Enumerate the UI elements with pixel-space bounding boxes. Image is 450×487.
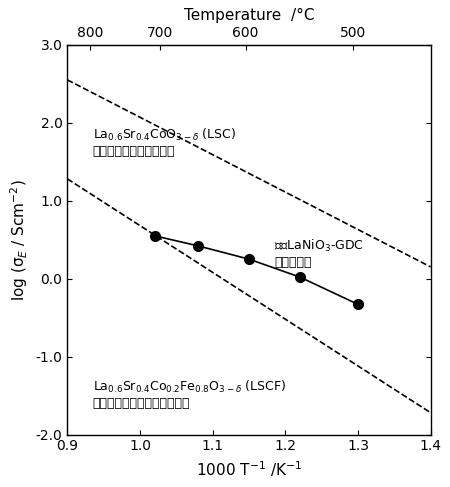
Text: La$_{0.6}$Sr$_{0.4}$CoO$_{3-\delta}$ (LSC)
（代表性高性能空气极）: La$_{0.6}$Sr$_{0.4}$CoO$_{3-\delta}$ (LS… <box>93 127 236 158</box>
X-axis label: Temperature  /°C: Temperature /°C <box>184 8 314 23</box>
X-axis label: 1000 T$^{-1}$ /K$^{-1}$: 1000 T$^{-1}$ /K$^{-1}$ <box>196 459 302 479</box>
Y-axis label: log (σ$_E$ / Scm$^{-2}$): log (σ$_E$ / Scm$^{-2}$) <box>9 179 30 300</box>
Text: 新的LaNiO$_3$-GDC
复合空气极: 新的LaNiO$_3$-GDC 复合空气极 <box>274 238 364 269</box>
Text: La$_{0.6}$Sr$_{0.4}$Co$_{0.2}$Fe$_{0.8}$O$_{3-\delta}$ (LSCF)
（以前实现实用化的空气极）: La$_{0.6}$Sr$_{0.4}$Co$_{0.2}$Fe$_{0.8}$… <box>93 378 286 410</box>
